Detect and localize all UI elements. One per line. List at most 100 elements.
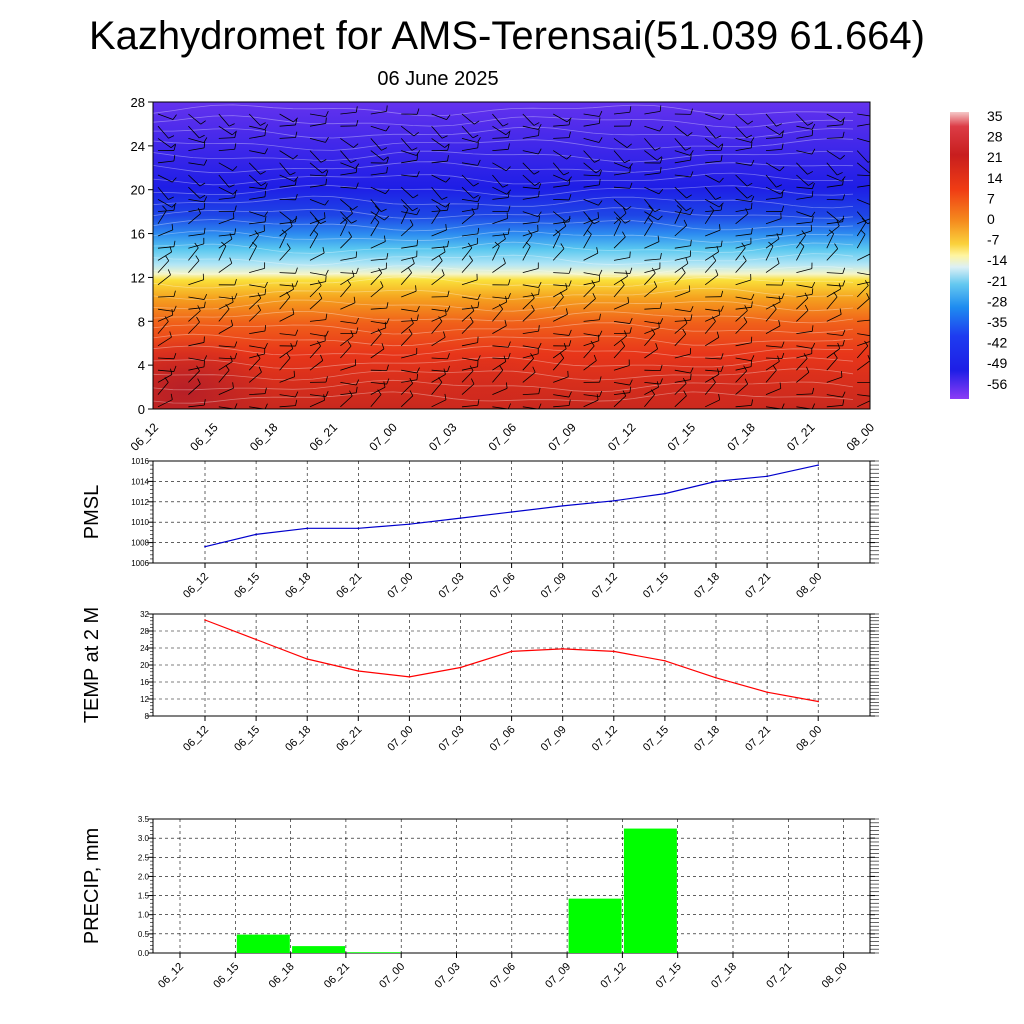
barb-flag <box>751 294 755 300</box>
wind-barb <box>644 302 663 310</box>
barb-shaft <box>826 233 835 249</box>
barb-flag <box>837 172 843 176</box>
barb-shaft <box>248 113 261 126</box>
barb-shaft <box>492 218 508 225</box>
barb-shaft <box>705 229 721 237</box>
barb-shaft <box>553 313 568 322</box>
barb-shaft <box>188 213 201 225</box>
barb-flag <box>385 188 390 194</box>
wind-barb <box>461 301 480 310</box>
barb-shaft <box>796 353 812 359</box>
barb-flag <box>629 120 632 127</box>
barb-flag <box>289 220 293 227</box>
data-point <box>766 691 768 693</box>
barb-flag <box>477 301 480 308</box>
wind-barb <box>765 319 781 334</box>
barb-shaft <box>249 125 265 131</box>
wind-barb <box>583 117 601 127</box>
contour-line <box>153 265 854 278</box>
barb-shaft <box>431 229 447 237</box>
barb-flag <box>477 293 481 300</box>
wind-barb <box>826 267 846 274</box>
barb-flag <box>295 179 297 186</box>
barb-flag <box>626 143 632 148</box>
barb-shaft <box>522 294 539 298</box>
barb-shaft <box>279 137 296 139</box>
wind-barb <box>248 241 257 261</box>
barb-flag <box>534 182 541 186</box>
barb-shaft <box>796 310 809 322</box>
barb-flag <box>408 267 412 273</box>
barb-shaft <box>248 309 261 322</box>
barb-shaft <box>644 286 657 298</box>
barb-flag <box>627 296 630 303</box>
barb-flag <box>508 279 511 286</box>
barb-shaft <box>370 307 387 310</box>
barb-shaft <box>340 345 352 359</box>
barb-shaft <box>279 296 291 310</box>
wind-barb <box>552 291 564 310</box>
barb-shaft <box>431 138 445 148</box>
wind-barb <box>492 303 504 322</box>
barb-flag <box>416 314 419 321</box>
barb-flag <box>165 255 170 261</box>
wind-barb <box>522 190 540 200</box>
barb-shaft <box>309 298 323 310</box>
barb-shaft <box>553 137 570 139</box>
barb-flag <box>744 378 749 385</box>
barb-shaft <box>492 238 506 249</box>
wind-barb <box>613 150 631 164</box>
wind-barb <box>704 138 724 148</box>
wind-barb <box>522 148 542 155</box>
barb-shaft <box>826 405 843 408</box>
wind-barb <box>370 150 389 161</box>
y-tick-label: 24 <box>131 139 145 154</box>
barb-shaft <box>157 357 174 360</box>
barb-flag <box>232 189 238 195</box>
barb-flag <box>842 178 844 186</box>
barb-shaft <box>796 234 806 249</box>
barb-flag <box>295 118 298 126</box>
wind-barb <box>644 125 664 132</box>
barb-shaft <box>796 135 813 139</box>
barb-shaft <box>248 358 261 371</box>
barb-flag <box>416 154 419 161</box>
wind-barb <box>400 267 412 286</box>
wind-barb <box>188 174 206 187</box>
barb-shaft <box>826 272 843 274</box>
barb-flag <box>169 246 172 253</box>
barb-shaft <box>552 296 564 310</box>
barb-flag <box>264 387 267 394</box>
barb-flag <box>164 316 169 322</box>
wind-barb <box>857 333 870 337</box>
barb-shaft <box>157 336 172 347</box>
wind-barb <box>370 138 388 151</box>
barb-shaft <box>431 382 443 395</box>
wind-barb <box>856 150 870 163</box>
wind-barb <box>522 325 540 334</box>
wind-barb <box>552 243 565 261</box>
wind-barb <box>461 196 481 203</box>
wind-barb <box>461 237 478 249</box>
barb-shaft <box>644 222 653 237</box>
barb-shaft <box>704 321 716 334</box>
barb-flag <box>560 243 565 249</box>
barb-shaft <box>370 241 386 249</box>
barb-flag <box>504 319 507 326</box>
wind-barb <box>826 162 843 176</box>
barb-shaft <box>492 125 507 136</box>
colorbar-label: 0 <box>987 211 995 227</box>
barb-flag <box>781 292 785 299</box>
colorbar-label: -42 <box>987 335 1007 351</box>
wind-barb <box>401 305 420 312</box>
barb-shaft <box>248 162 261 175</box>
barb-flag <box>171 202 177 208</box>
barb-flag <box>347 340 352 347</box>
wind-barb <box>765 257 780 273</box>
barb-shaft <box>370 150 384 161</box>
wind-barb <box>583 269 603 276</box>
wind-barb <box>796 288 814 298</box>
wind-barb <box>796 211 816 218</box>
